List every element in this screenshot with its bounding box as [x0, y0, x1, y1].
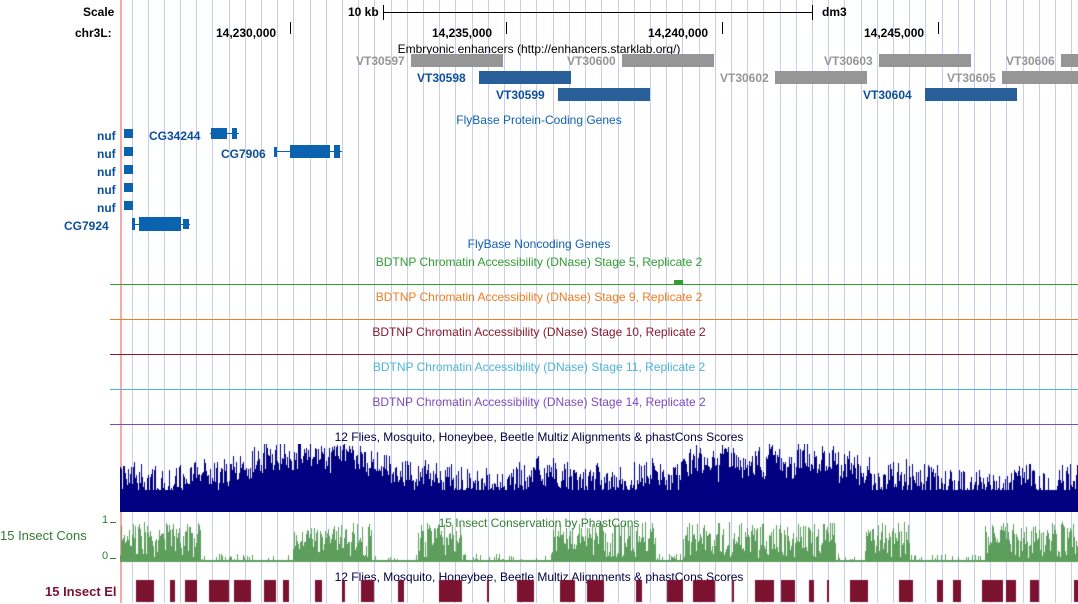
track-title-dnase-stage10: BDTNP Chromatin Accessibility (DNase) St… — [372, 325, 706, 339]
insect-cons-axis-tick-min — [110, 558, 116, 559]
insect-cons-axis-tick-max — [110, 522, 116, 523]
coord-tick-mark-1 — [506, 22, 507, 34]
track-title-embryonic-enhancers: Embryonic enhancers (http://enhancers.st… — [397, 42, 681, 56]
track-baseline-dnase-stage5 — [110, 284, 1078, 285]
gene-exon-CG7906-b[interactable] — [334, 145, 340, 158]
gene-exon-CG7906-utr5[interactable] — [274, 147, 277, 157]
track-title-dnase-stage11: BDTNP Chromatin Accessibility (DNase) St… — [372, 360, 706, 374]
enhancer-bar-VT30600[interactable] — [622, 54, 714, 67]
track-baseline-dnase-stage11 — [110, 389, 1078, 390]
track-baseline-dnase-stage10 — [110, 354, 1078, 355]
track-title-flybase-noncoding-genes: FlyBase Noncoding Genes — [467, 237, 611, 251]
gene-exon-CG34244-a[interactable] — [211, 128, 227, 139]
enhancer-bar-VT30602[interactable] — [775, 71, 867, 84]
insect-cons-axis-min: 0 — [102, 550, 109, 562]
track-title-flybase-protein-coding-genes: FlyBase Protein-Coding Genes — [456, 113, 622, 127]
insect-cons-left-label: 15 Insect Cons — [0, 528, 87, 543]
enhancer-bar-VT30598[interactable] — [479, 71, 571, 84]
track-baseline-dnase-stage9 — [110, 319, 1078, 320]
track-baseline-dnase-stage14 — [110, 424, 1078, 425]
assembly-label: dm3 — [822, 5, 847, 19]
track-title-dnase-stage14: BDTNP Chromatin Accessibility (DNase) St… — [372, 395, 706, 409]
gene-label-nuf-3: nuf — [97, 183, 116, 197]
coord-tick-1: 14,235,000 — [432, 26, 493, 40]
gene-label-CG34244: CG34244 — [149, 129, 201, 143]
enhancer-bar-VT30599[interactable] — [558, 88, 650, 101]
scale-bar-text: 10 kb — [348, 5, 379, 19]
scale-bar-cap-left — [383, 5, 384, 20]
gene-label-nuf-2: nuf — [97, 165, 116, 179]
coord-tick-mark-0 — [290, 22, 291, 34]
enhancer-label-VT30600: VT30600 — [567, 54, 616, 68]
coord-tick-3: 14,245,000 — [864, 26, 925, 40]
track-title-dnase-stage9: BDTNP Chromatin Accessibility (DNase) St… — [375, 290, 703, 304]
insect-elements-plot[interactable] — [120, 578, 1078, 604]
track-title-dnase-stage5: BDTNP Chromatin Accessibility (DNase) St… — [375, 255, 703, 269]
enhancer-label-VT30605: VT30605 — [947, 71, 996, 85]
insect-cons-axis-max: 1 — [102, 514, 109, 526]
track-title-multiz-top: 12 Flies, Mosquito, Honeybee, Beetle Mul… — [334, 430, 744, 444]
chrom-label: chr3L: — [75, 26, 112, 40]
enhancer-label-VT30599: VT30599 — [496, 88, 545, 102]
insect-conservation-plot[interactable] — [120, 521, 1078, 565]
coord-tick-mark-2 — [722, 22, 723, 34]
enhancer-label-VT30597: VT30597 — [356, 54, 405, 68]
gene-exon-CG7924-a[interactable] — [139, 217, 181, 231]
multiz-conservation-plot[interactable] — [120, 444, 1078, 512]
scale-bar-cap-right — [812, 5, 813, 20]
gene-exon-CG7924-b[interactable] — [183, 219, 189, 229]
gene-label-CG7906: CG7906 — [221, 147, 266, 161]
coord-tick-0: 14,230,000 — [216, 26, 277, 40]
coord-tick-mark-3 — [938, 22, 939, 34]
enhancer-bar-VT30604[interactable] — [925, 88, 1017, 101]
gene-exon-CG34244-b[interactable] — [232, 128, 237, 139]
enhancer-label-VT30603: VT30603 — [824, 54, 873, 68]
scale-label: Scale — [83, 5, 115, 19]
enhancer-bar-VT30606[interactable] — [1061, 54, 1078, 67]
enhancer-label-VT30602: VT30602 — [720, 71, 769, 85]
gene-exon-nuf-3[interactable] — [124, 183, 133, 192]
gene-exon-nuf-0[interactable] — [124, 129, 133, 138]
dnase-stage5-peak — [674, 280, 683, 284]
gene-label-nuf-0: nuf — [97, 129, 116, 143]
gene-exon-nuf-4[interactable] — [124, 201, 133, 210]
gene-exon-CG7924-utr5[interactable] — [132, 218, 135, 230]
enhancer-bar-VT30605[interactable] — [1002, 71, 1078, 84]
enhancer-label-VT30604: VT30604 — [863, 88, 912, 102]
gene-exon-nuf-2[interactable] — [124, 165, 133, 174]
scale-bar-line — [383, 12, 813, 13]
gene-exon-CG7906-a[interactable] — [290, 145, 330, 158]
coord-tick-2: 14,240,000 — [648, 26, 709, 40]
insect-elements-left-label: 15 Insect El — [45, 584, 117, 599]
gene-label-nuf-4: nuf — [97, 201, 116, 215]
enhancer-label-VT30606: VT30606 — [1006, 54, 1055, 68]
gene-exon-nuf-1[interactable] — [124, 147, 133, 156]
enhancer-bar-VT30597[interactable] — [411, 54, 503, 67]
gene-label-CG7924: CG7924 — [64, 219, 109, 233]
gene-label-nuf-1: nuf — [97, 147, 116, 161]
enhancer-bar-VT30603[interactable] — [879, 54, 971, 67]
enhancer-label-VT30598: VT30598 — [417, 71, 466, 85]
